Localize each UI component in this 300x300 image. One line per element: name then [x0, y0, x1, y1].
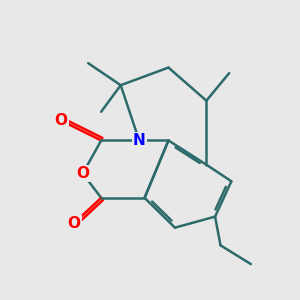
Text: O: O — [76, 166, 89, 181]
Text: N: N — [133, 133, 146, 148]
Text: O: O — [68, 216, 81, 231]
Text: O: O — [55, 113, 68, 128]
